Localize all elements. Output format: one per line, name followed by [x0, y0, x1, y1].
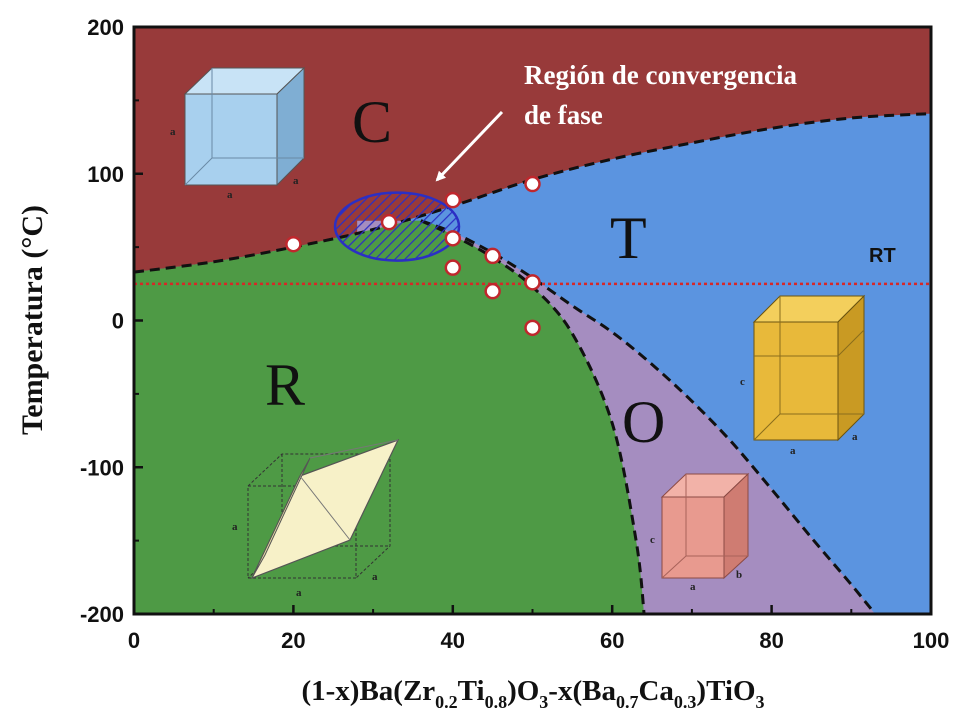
y-axis-title: Temperatura (°C)	[16, 205, 49, 435]
tetragonal-cell-label-a2: a	[852, 431, 858, 443]
x-tick-label-40: 40	[441, 628, 465, 653]
x-tick-label-100: 100	[913, 628, 950, 653]
ortho-cell-label-a: a	[690, 581, 696, 593]
data-point-9	[524, 274, 541, 291]
region-label-c: C	[352, 89, 392, 155]
y-tick-label--200: -200	[80, 602, 124, 627]
orthorhombic-cell-icon	[660, 472, 750, 580]
boundary-r-line	[420, 219, 646, 614]
cubic-cell-label-a1: a	[170, 126, 176, 138]
cubic-cell-label-a3: a	[293, 175, 299, 187]
rhombohedral-cell-icon	[247, 438, 400, 580]
convergence-ellipse	[333, 191, 461, 262]
x-tick-label-60: 60	[600, 628, 624, 653]
data-point-3	[444, 191, 462, 209]
region-label-o: O	[622, 389, 665, 455]
tetragonal-cell-label-a1: a	[790, 445, 796, 457]
data-point-5	[444, 259, 462, 276]
y-tick-label-200: 200	[87, 15, 124, 40]
cubic-cell-label-a2: a	[227, 189, 233, 201]
data-points	[285, 175, 541, 337]
region-label-r: R	[265, 352, 305, 418]
data-point-4	[444, 230, 462, 247]
x-tick-label-80: 80	[759, 628, 783, 653]
annotation-line1: Región de convergencia	[524, 60, 797, 90]
cubic-cell-icon	[183, 66, 306, 187]
data-point-1	[285, 235, 302, 253]
ortho-cell-label-c: c	[650, 534, 655, 546]
boundary-o-t-line	[420, 219, 877, 614]
data-point-7	[484, 282, 501, 300]
axis-ticks: 0 20 40 60 80 100 200 100 0 -100 -200	[80, 15, 949, 653]
region-label-t: T	[610, 205, 647, 271]
x-tick-label-20: 20	[281, 628, 305, 653]
tetragonal-cell-icon	[752, 294, 866, 442]
x-axis-title: (1-x)Ba(Zr0.2Ti0.8)O3-x(Ba0.7Ca0.3)TiO3	[301, 675, 764, 712]
annotation-line2: de fase	[524, 100, 603, 130]
data-point-8	[524, 175, 541, 193]
rhombo-cell-label-a3: a	[372, 571, 378, 583]
rhombo-cell-label-a1: a	[232, 521, 238, 533]
tetragonal-cell-label-c: c	[740, 376, 745, 388]
rt-label: RT	[869, 245, 896, 267]
x-tick-label-0: 0	[128, 628, 140, 653]
region-r-fill	[134, 220, 645, 614]
y-tick-label-100: 100	[87, 162, 124, 187]
data-point-6	[484, 247, 501, 265]
data-point-2	[380, 213, 398, 231]
data-point-10	[524, 319, 541, 337]
rhombo-cell-label-a2: a	[296, 587, 302, 599]
annotation-arrow	[435, 110, 504, 182]
y-tick-label-0: 0	[112, 309, 124, 334]
y-tick-label--100: -100	[80, 455, 124, 480]
ortho-cell-label-b: b	[736, 569, 742, 581]
region-c-fill	[134, 27, 931, 273]
